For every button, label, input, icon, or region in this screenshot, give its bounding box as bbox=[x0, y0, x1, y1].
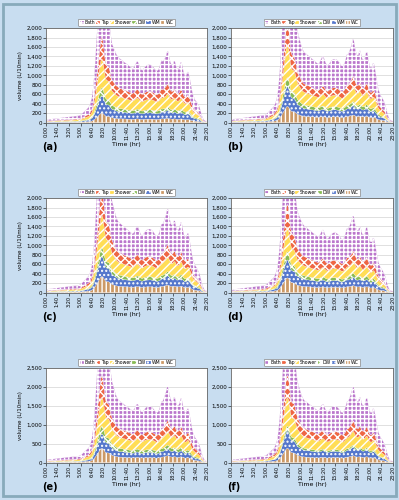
Y-axis label: volume (L/10min): volume (L/10min) bbox=[18, 221, 24, 270]
Y-axis label: volume (L/10min): volume (L/10min) bbox=[18, 391, 24, 440]
Legend: Bath, Tap, Shower, DW, WM, WC: Bath, Tap, Shower, DW, WM, WC bbox=[79, 358, 175, 366]
Text: (b): (b) bbox=[227, 142, 243, 152]
Text: (e): (e) bbox=[42, 482, 57, 492]
X-axis label: Time (hr): Time (hr) bbox=[298, 142, 327, 146]
Legend: Bath, Tap, Shower, DW, WM, WC: Bath, Tap, Shower, DW, WM, WC bbox=[264, 188, 360, 196]
X-axis label: Time (hr): Time (hr) bbox=[112, 142, 141, 146]
Legend: Bath, Tap, Shower, DW, WM, WC: Bath, Tap, Shower, DW, WM, WC bbox=[264, 358, 360, 366]
X-axis label: Time (hr): Time (hr) bbox=[112, 312, 141, 316]
Text: (c): (c) bbox=[42, 312, 57, 322]
X-axis label: Time (hr): Time (hr) bbox=[298, 312, 327, 316]
Legend: Bath, Tap, Shower, DW, WM, WC: Bath, Tap, Shower, DW, WM, WC bbox=[79, 188, 175, 196]
Y-axis label: volume (L/10min): volume (L/10min) bbox=[18, 51, 24, 100]
Legend: Bath, Tap, Shower, DW, WM, WC: Bath, Tap, Shower, DW, WM, WC bbox=[79, 18, 175, 26]
X-axis label: Time (hr): Time (hr) bbox=[298, 482, 327, 486]
Text: (d): (d) bbox=[227, 312, 243, 322]
Legend: Bath, Tap, Shower, DW, WM, WC: Bath, Tap, Shower, DW, WM, WC bbox=[264, 18, 360, 26]
Text: (f): (f) bbox=[227, 482, 241, 492]
Text: (a): (a) bbox=[42, 142, 57, 152]
X-axis label: Time (hr): Time (hr) bbox=[112, 482, 141, 486]
